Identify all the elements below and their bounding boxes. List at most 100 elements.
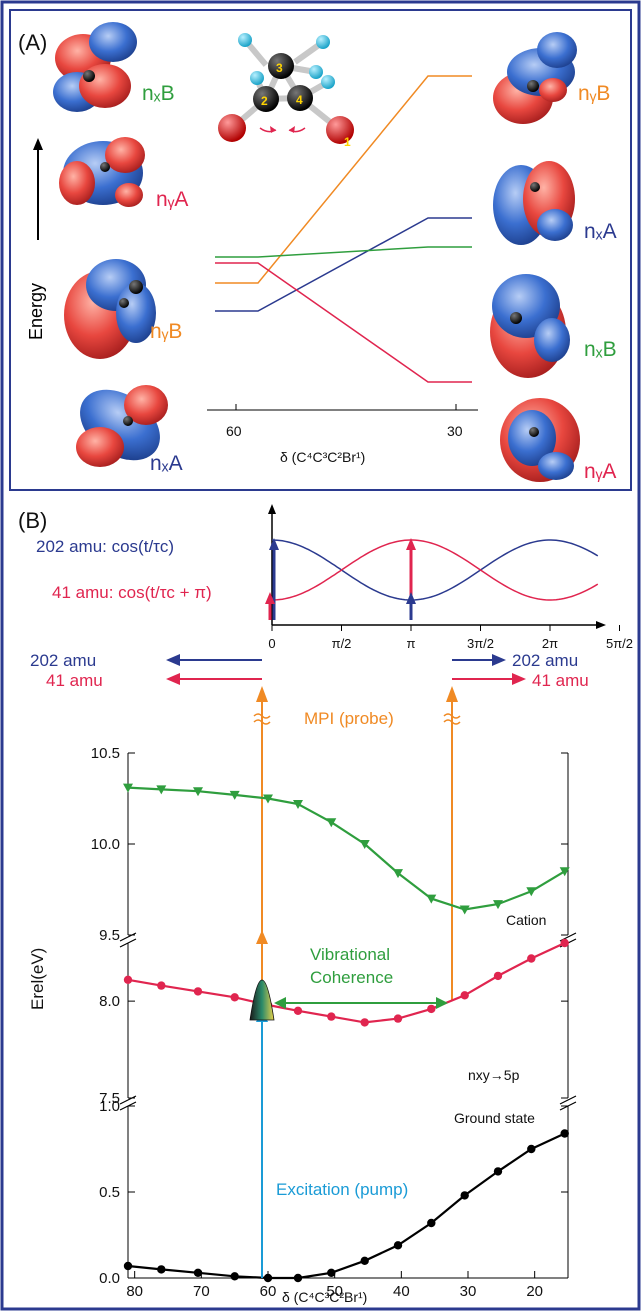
ion-label-41-right: 41 amu [532, 671, 589, 690]
orbital-label-left-1: nₓB [142, 82, 175, 105]
data-point-ground-state [123, 1261, 133, 1271]
data-point-nxy-5p [560, 938, 569, 948]
ion-arrows-left [166, 654, 262, 685]
ion-label-202-right: 202 amu [512, 651, 578, 670]
y-tick-label: 0.5 [99, 1184, 120, 1201]
phase-tick-label: 5π/2 [606, 636, 633, 651]
correlation-x-label: δ (C⁴C³C²Br¹) [280, 449, 365, 465]
orbital-right-1 [493, 32, 577, 124]
orbital-left-3 [64, 259, 156, 359]
orbital-label-right-2: nₓA [584, 220, 617, 243]
phase-plot: 0 π/2 π 3π/2 2π 5π/2 [265, 504, 633, 651]
ion-label-41-left: 41 amu [46, 671, 103, 690]
data-point-ground-state [293, 1273, 303, 1283]
orbital-left-2 [59, 137, 145, 207]
series-line-cation [127, 786, 566, 911]
orbital-label-right-4: nᵧA [584, 460, 616, 483]
data-point-ground-state [193, 1268, 203, 1278]
data-point-nxy-5p [123, 975, 133, 984]
data-point-ground-state [460, 1191, 469, 1200]
data-point-cation [293, 800, 303, 809]
atom-number-1: 1 [344, 135, 351, 149]
data-point-cation [326, 818, 337, 828]
x-tick-label: 70 [193, 1283, 210, 1300]
data-point-cation [559, 867, 570, 877]
coherence-label-line1: Vibrational [310, 945, 390, 964]
phase-tick-label: π [407, 636, 416, 651]
x-axis-label: δ (C⁴C³C²Br¹) [282, 1289, 367, 1305]
data-point-ground-state [427, 1218, 436, 1228]
molecule-structure: 3 2 4 1 [218, 33, 354, 149]
correlation-diagram [207, 75, 478, 411]
phase-tick-label: 2π [542, 636, 558, 651]
coherence-label-line2: Coherence [310, 968, 393, 987]
phase-tick-label: 3π/2 [467, 636, 494, 651]
data-point-ground-state [560, 1129, 569, 1138]
data-point-ground-state [230, 1272, 239, 1281]
data-point-ground-state [157, 1265, 166, 1274]
x-tick-label: 40 [393, 1283, 410, 1300]
data-point-cation [263, 794, 273, 804]
panel-a-frame [9, 9, 632, 491]
orbital-label-right-1: nᵧB [578, 82, 610, 105]
correlation-xtick-30: 30 [447, 423, 463, 439]
wavepacket [249, 979, 275, 1021]
data-point-nxy-5p [527, 954, 536, 963]
data-point-cation [156, 785, 167, 795]
orbital-label-left-3: nᵧB [150, 320, 182, 343]
data-point-nxy-5p [393, 1014, 403, 1023]
orbital-label-left-2: nᵧA [156, 188, 188, 211]
data-point-nxy-5p [493, 971, 503, 981]
cation-label: Cation [506, 912, 546, 928]
atom-number-2: 2 [261, 94, 268, 108]
correlation-line-blue [215, 217, 472, 312]
x-tick-label: 20 [526, 1283, 543, 1300]
energy-arrow [33, 138, 43, 240]
data-point-cation [123, 783, 133, 793]
phase-arrows [265, 538, 416, 620]
data-point-nxy-5p [293, 1006, 303, 1015]
x-tick-label: 30 [460, 1283, 477, 1300]
data-point-nxy-5p [327, 1012, 336, 1021]
data-point-nxy-5p [157, 981, 166, 990]
data-point-ground-state [263, 1273, 273, 1283]
y-tick-label: 7.5 [99, 1090, 120, 1107]
probe-label: MPI (probe) [304, 709, 394, 728]
atom-number-3: 3 [276, 61, 283, 75]
y-tick-label: 9.5 [99, 927, 120, 944]
rydberg-label: nxy→5p [468, 1067, 520, 1083]
series-line-ground-state [127, 1132, 566, 1280]
y-tick-label: 10.0 [91, 836, 120, 853]
data-point-cation [526, 887, 537, 897]
coherence-arrow [274, 997, 448, 1009]
orbital-right-4 [500, 398, 580, 482]
data-point-cation [393, 869, 403, 879]
data-point-cation [459, 905, 470, 915]
legend-202-amu: 202 amu: cos(t/τc) [36, 537, 174, 556]
probe-arrows [253, 686, 461, 1015]
data-point-cation [359, 840, 370, 849]
data-point-cation [426, 894, 437, 904]
atom-number-4: 4 [296, 93, 303, 107]
panel-a-label: (A) [18, 30, 47, 55]
correlation-line-green [215, 246, 472, 258]
data-point-ground-state [393, 1241, 403, 1250]
ground-state-label: Ground state [454, 1110, 535, 1126]
x-tick-label: 60 [260, 1283, 277, 1300]
orbital-label-left-4: nₓA [150, 452, 183, 475]
data-point-cation [229, 790, 240, 800]
ion-arrows-right [452, 654, 526, 685]
x-tick-label: 50 [326, 1283, 343, 1300]
legend-41-amu: 41 amu: cos(t/τc + π) [52, 583, 212, 602]
phase-curve-202-amu [271, 539, 599, 601]
data-point-nxy-5p [460, 991, 469, 1000]
orbital-label-right-3: nₓB [584, 338, 617, 361]
correlation-line-orange [215, 75, 472, 284]
orbital-left-4 [76, 385, 168, 467]
energy-chart: 10.5 10.0 9.5 8.0 7.51.0 0.5 0.0 80 70 60 50 40 30 2… [91, 745, 577, 1300]
y-axis-label: Erel(eV) [28, 948, 47, 1010]
pump-label: Excitation (pump) [276, 1180, 408, 1199]
pump-arrow [256, 1008, 268, 1278]
energy-axis-label: Energy [26, 283, 46, 340]
